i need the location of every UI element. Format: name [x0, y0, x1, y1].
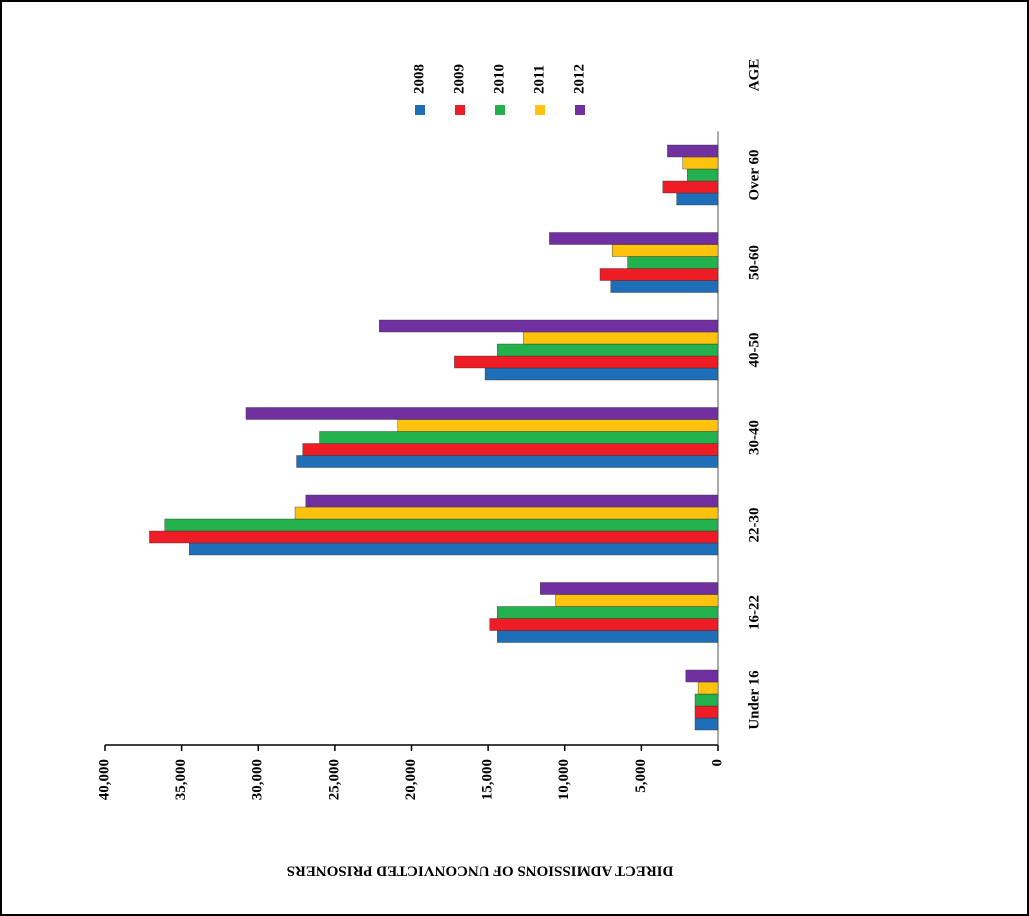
y-axis-title: DIRECT ADMISSIONS OF UNCONVICTED PRISONE…	[287, 863, 674, 879]
bar	[599, 268, 719, 281]
bar	[694, 717, 719, 731]
bar	[305, 494, 719, 508]
bar	[497, 343, 719, 357]
legend-label: 2012	[571, 64, 587, 94]
bar	[682, 156, 719, 170]
bar	[676, 192, 719, 206]
bar	[489, 618, 719, 631]
legend-swatch	[495, 105, 505, 115]
bar	[523, 331, 719, 345]
y-tick-label: 40,000	[96, 759, 112, 800]
bar	[149, 530, 719, 544]
bar	[294, 506, 719, 520]
bar	[484, 367, 719, 381]
legend-swatch	[415, 105, 425, 115]
y-tick-label: 30,000	[250, 759, 266, 800]
bar	[555, 594, 719, 607]
legend-label: 2011	[531, 65, 547, 94]
bar	[245, 407, 719, 420]
legend-swatch	[535, 105, 545, 115]
bar	[164, 518, 719, 532]
bar	[687, 168, 719, 182]
x-tick-label: Under 16	[746, 670, 762, 730]
bar	[189, 542, 719, 556]
bar	[540, 582, 719, 595]
x-tick-label: 16-22	[746, 595, 762, 630]
y-tick-label: 20,000	[403, 759, 419, 800]
x-tick-label: Over 60	[746, 150, 762, 201]
x-tick-label: 50-60	[746, 245, 762, 280]
bar	[319, 431, 719, 444]
legend-label: 2010	[491, 64, 507, 94]
x-tick-label: 22-30	[746, 508, 762, 543]
legend-label: 2008	[411, 64, 427, 94]
bar	[694, 705, 719, 719]
y-tick-label: 15,000	[480, 759, 496, 800]
bar	[694, 693, 719, 707]
x-tick-label: 40-50	[746, 333, 762, 368]
bar	[610, 280, 719, 293]
legend-label: 2009	[451, 64, 467, 94]
bar	[296, 455, 719, 468]
bar	[667, 144, 719, 158]
x-tick-label: 30-40	[746, 420, 762, 455]
bar	[454, 355, 719, 369]
bar	[379, 319, 719, 333]
legend-swatch	[575, 105, 585, 115]
bar	[627, 256, 719, 269]
bar	[497, 606, 719, 619]
x-axis-title: AGE	[746, 59, 762, 92]
bar	[497, 630, 719, 643]
y-tick-label: 5,000	[633, 759, 649, 793]
y-tick-label: 25,000	[326, 759, 342, 800]
y-tick-label: 35,000	[173, 759, 189, 800]
bar	[549, 232, 719, 245]
y-tick-label: 10,000	[556, 759, 572, 800]
bar	[397, 419, 719, 432]
bar	[612, 244, 719, 257]
bar	[685, 669, 719, 683]
bar	[697, 681, 719, 695]
rotated-chart: DIRECT ADMISSIONS OF UNCONVICTED PRISONE…	[96, 59, 762, 879]
bar	[662, 180, 719, 194]
legend-swatch	[455, 105, 465, 115]
y-tick-label: 0	[709, 759, 725, 767]
bar	[302, 443, 719, 456]
